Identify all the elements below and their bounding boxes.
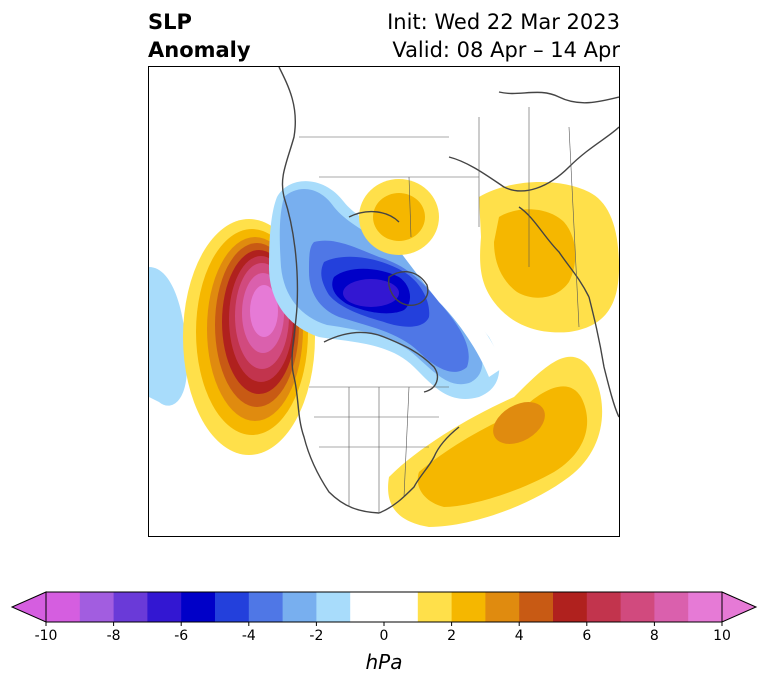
colorbar-segment: [688, 592, 723, 622]
colorbar-tick-label: 2: [447, 628, 457, 644]
colorbar-segment: [248, 592, 284, 622]
colorbar-segment: [181, 592, 216, 622]
colorbar-segment: [417, 592, 453, 622]
map-panel: [148, 66, 620, 537]
valid-range: Valid: 08 Apr – 14 Apr: [392, 38, 620, 62]
colorbar-min-arrow: [10, 591, 47, 623]
colorbar-segment: [147, 592, 182, 622]
colorbar-segment: [215, 592, 250, 622]
colorbar-segment: [46, 592, 81, 622]
colorbar-segment: [282, 592, 317, 622]
title-line-2: Anomaly: [148, 38, 251, 62]
colorbar-tick-label: 8: [649, 628, 659, 644]
anomaly-map: [149, 67, 619, 527]
title-line-1: SLP: [148, 10, 192, 34]
colorbar-segment: [384, 592, 419, 622]
colorbar-tick-label: 0: [379, 628, 389, 644]
neg-anomaly-pacific-edge: [149, 267, 187, 406]
coastlines: [278, 67, 619, 514]
colorbar-tick-label: 10: [713, 628, 731, 644]
colorbar-tick-label: -2: [309, 628, 324, 644]
colorbar-tick-label: 4: [514, 628, 524, 644]
colorbar: [10, 591, 758, 626]
pos-anomaly-kara-sea: [359, 179, 439, 255]
colorbar-tick-label: -6: [174, 628, 189, 644]
colorbar-max-arrow: [721, 591, 758, 623]
map-title: SLP Anomaly: [148, 8, 251, 64]
init-date: Init: Wed 22 Mar 2023: [387, 10, 620, 34]
colorbar-segment: [654, 592, 689, 622]
colorbar-segment: [620, 592, 655, 622]
colorbar-tick-label: 6: [582, 628, 592, 644]
colorbar-segment: [451, 592, 486, 622]
colorbar-segment: [553, 592, 588, 622]
neg-anomaly-arctic: [269, 181, 500, 399]
colorbar-segment: [519, 592, 554, 622]
colorbar-segment: [79, 592, 115, 622]
pos-anomaly-russia: [479, 181, 619, 333]
colorbar-segment: [350, 592, 385, 622]
colorbar-tick-label: -4: [241, 628, 256, 644]
colorbar-segment: [586, 592, 622, 622]
colorbar-tick-label: -10: [34, 628, 58, 644]
country-borders: [299, 107, 580, 512]
colorbar-segment: [316, 592, 351, 622]
colorbar-segment: [113, 592, 148, 622]
colorbar-unit: hPa: [365, 650, 403, 674]
colorbar-segment: [485, 592, 520, 622]
pos-anomaly-atlantic: [388, 356, 603, 527]
date-info: Init: Wed 22 Mar 2023 Valid: 08 Apr – 14…: [387, 8, 620, 64]
colorbar-tick-label: -8: [106, 628, 121, 644]
